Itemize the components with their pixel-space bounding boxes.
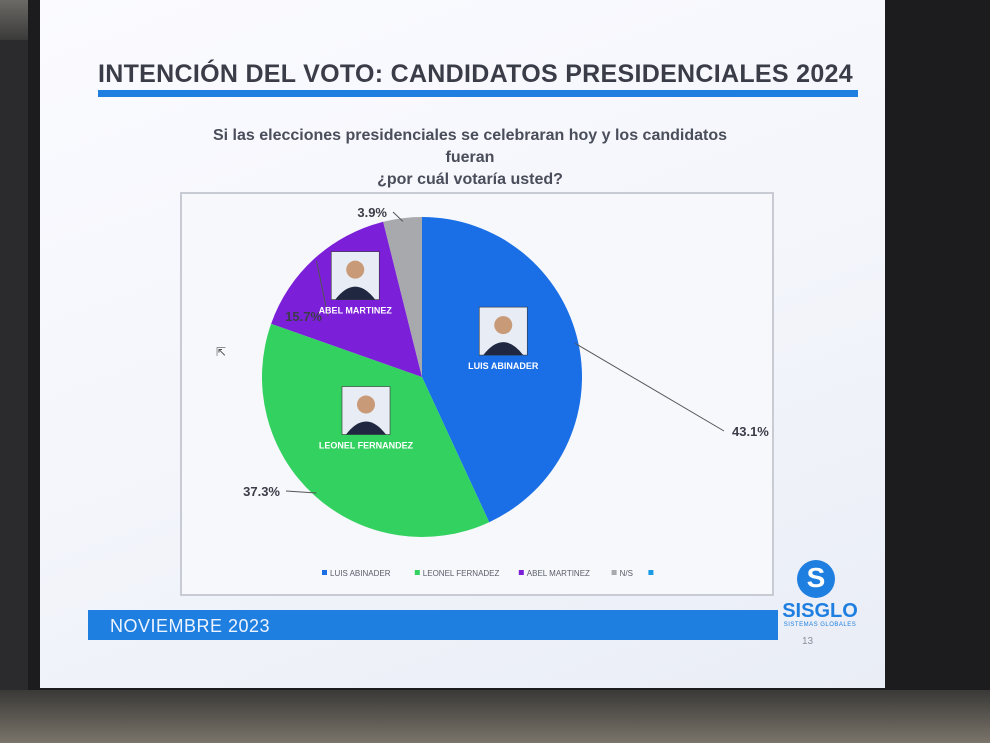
leader-line-luis-abinader	[574, 342, 725, 432]
pie-chart: 43.1% LUIS ABINADER 37.3% LEONEL FERNANDEZ 1…	[243, 205, 769, 578]
candidate-photo-luis-abinader	[478, 306, 528, 356]
slice-label-leonel-fernandez: LEONEL FERNANDEZ	[319, 441, 414, 451]
legend-label-n-s: N/S	[620, 569, 633, 578]
room-background-bottom	[0, 690, 990, 743]
footer-bar	[88, 610, 778, 640]
legend-swatch-blank	[648, 570, 654, 575]
candidate-photo-abel-martinez	[330, 251, 380, 300]
legend-swatch-n-s	[611, 570, 617, 575]
mouse-cursor-icon: ⇱	[216, 345, 227, 359]
legend-label-leonel-fernadez: LEONEL FERNADEZ	[423, 569, 500, 578]
legend-swatch-abel-martinez	[518, 570, 524, 575]
logo-tagline: SISTEMAS GLOBALES	[783, 622, 857, 628]
value-label-luis-abinader: 43.1%	[732, 424, 769, 439]
candidate-photo-leonel-fernandez	[341, 386, 391, 435]
legend-swatch-leonel-fernadez	[414, 570, 420, 575]
pie-slice-n-s	[383, 217, 422, 377]
pie-slice-luis-abinader	[422, 217, 583, 523]
question-line-2: ¿por cuál votaría usted?	[377, 171, 563, 188]
survey-question: Si las elecciones presidenciales se cele…	[190, 125, 750, 191]
sisglo-logo: S SISGLO SISTEMAS GLOBALES	[775, 560, 865, 640]
legend-label-abel-martinez: ABEL MARTINEZ	[527, 569, 590, 578]
value-label-n-s: 3.9%	[357, 205, 387, 220]
leader-line-abel-martinez	[315, 260, 329, 317]
slide-title: INTENCIÓN DEL VOTO: CANDIDATOS PRESIDENC…	[98, 60, 853, 88]
logo-name: SISGLO	[782, 600, 858, 622]
title-underline	[98, 90, 858, 97]
leader-line-n-s	[392, 211, 404, 222]
page-number: 13	[802, 636, 814, 647]
slice-label-luis-abinader: LUIS ABINADER	[468, 361, 539, 371]
legend-swatch-luis-abinader	[322, 570, 327, 575]
question-line-1: Si las elecciones presidenciales se cele…	[212, 127, 728, 166]
presentation-slide: INTENCIÓN DEL VOTO: CANDIDATOS PRESIDENC…	[40, 0, 885, 688]
value-label-abel-martinez: 15.7%	[285, 309, 322, 324]
chart-frame: 43.1% LUIS ABINADER 37.3% LEONEL FERNANDEZ 1…	[180, 192, 774, 596]
slice-label-abel-martinez: ABEL MARTINEZ	[319, 306, 393, 316]
value-label-leonel-fernandez: 37.3%	[243, 484, 280, 499]
leader-line-leonel-fernandez	[285, 490, 317, 494]
footer-date: NOVIEMBRE 2023	[110, 616, 271, 636]
legend-label-luis-abinader: LUIS ABINADER	[330, 569, 391, 578]
logo-s-icon: S	[797, 560, 835, 598]
